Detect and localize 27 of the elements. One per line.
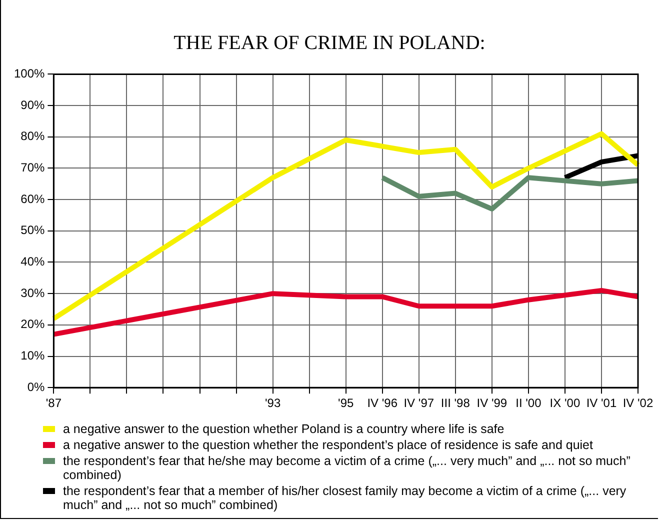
x-tick-label: III '98 — [440, 396, 470, 410]
x-tick-label: IV '01 — [586, 396, 617, 410]
y-tick-label: 100% — [14, 66, 46, 81]
x-tick-label: II '00 — [516, 396, 542, 410]
legend-label: the respondent’s fear that a member of his/her closest family may become a victim of a crime („... very much” and „... not so much” combined) — [63, 484, 626, 512]
legend-label: a negative answer to the question whether the respondent’s place of residence is safe and quiet — [63, 438, 593, 452]
y-tick-label: 90% — [20, 98, 46, 112]
legend-label: the respondent’s fear that he/she may become a victim of a crime („... very much” and „... not so much” combined) — [63, 454, 630, 482]
y-tick-label: 10% — [20, 348, 46, 363]
chart-title: THE FEAR OF CRIME IN POLAND: — [172, 32, 486, 55]
y-tick-label: 50% — [20, 223, 46, 238]
y-tick-label: 80% — [20, 129, 46, 144]
x-tick-label: IV '96 — [367, 396, 398, 410]
x-tick-label: IV '97 — [404, 396, 434, 410]
x-tick-label: '87 — [46, 396, 62, 410]
x-tick-label: '95 — [338, 396, 354, 410]
legend-label: a negative answer to the question whether Poland is a country where life is safe — [63, 422, 504, 436]
x-tick-label: IX '00 — [550, 396, 580, 410]
y-tick-label: 60% — [20, 192, 46, 206]
y-tick-label: 0% — [27, 380, 46, 394]
y-tick-label: 20% — [20, 317, 46, 332]
x-tick-label: '93 — [264, 396, 281, 410]
y-tick-label: 30% — [20, 286, 46, 300]
y-tick-label: 40% — [20, 254, 46, 269]
x-tick-label: IV '99 — [476, 396, 508, 410]
x-tick-label: IV '02 — [622, 396, 654, 410]
y-tick-label: 70% — [20, 160, 46, 175]
